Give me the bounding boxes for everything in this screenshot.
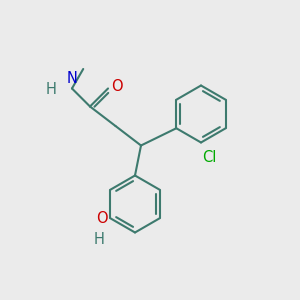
Text: O: O [111, 80, 123, 94]
Text: H: H [94, 232, 104, 247]
Text: H: H [46, 82, 57, 98]
Text: O: O [96, 211, 108, 226]
Text: N: N [67, 71, 77, 86]
Text: Cl: Cl [202, 150, 217, 165]
